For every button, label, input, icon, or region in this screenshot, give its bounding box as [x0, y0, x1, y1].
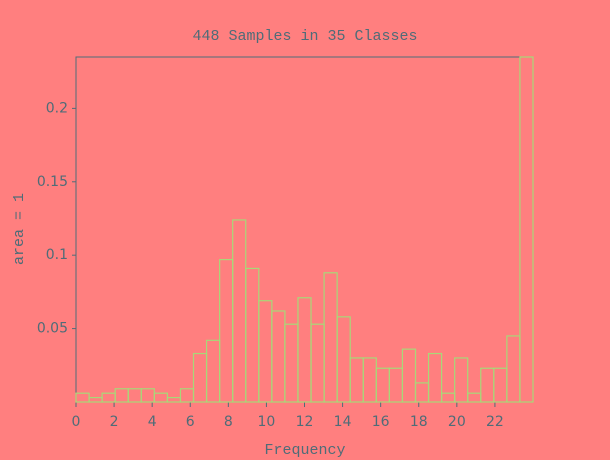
y-axis-label: area = 1: [11, 193, 28, 265]
bar: [401, 348, 417, 403]
chart-title: 448 Samples in 35 Classes: [192, 28, 417, 45]
bar: [454, 357, 469, 403]
bar: [519, 56, 534, 403]
y-tick-label: 0.2: [46, 100, 68, 116]
x-tick-label: 8: [224, 414, 233, 430]
x-tick-label: 18: [410, 414, 428, 430]
x-tick-label: 22: [486, 414, 504, 430]
x-tick-label: 4: [148, 414, 157, 430]
bar: [427, 352, 443, 403]
x-tick-label: 20: [448, 414, 466, 430]
y-tick-label: 0.15: [37, 174, 68, 190]
x-tick-label: 0: [72, 414, 81, 430]
x-tick-label: 2: [110, 414, 119, 430]
y-tick-label: 0.05: [37, 321, 68, 337]
x-axis-label: Frequency: [264, 442, 345, 459]
x-tick-label: 14: [334, 414, 352, 430]
x-tick-label: 10: [258, 414, 276, 430]
x-tick-label: 12: [296, 414, 314, 430]
x-tick-label: 16: [372, 414, 390, 430]
x-tick-label: 6: [186, 414, 195, 430]
y-tick-label: 0.1: [46, 247, 68, 263]
